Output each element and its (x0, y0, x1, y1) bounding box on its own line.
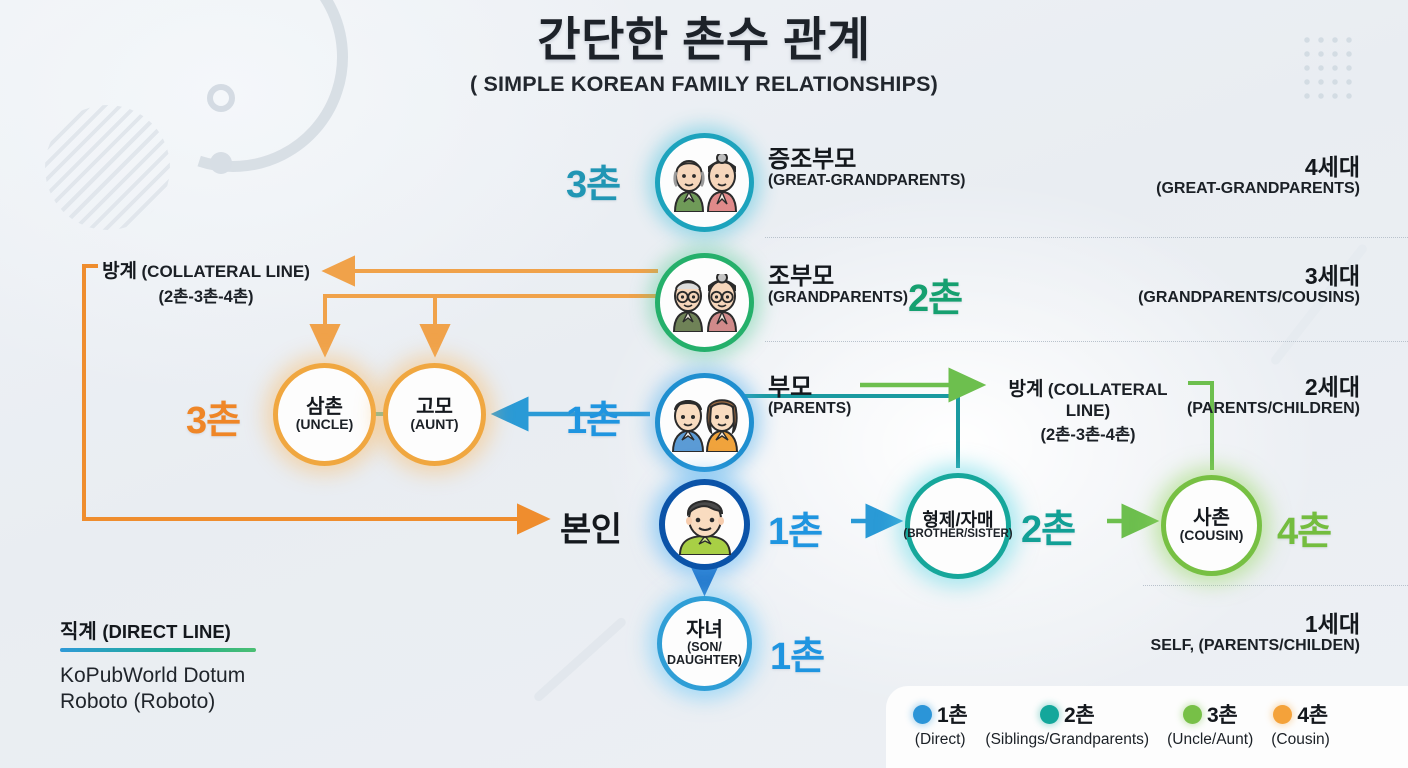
label-parents-en: (PARENTS) (768, 400, 852, 418)
degree-children: 1촌 (770, 636, 825, 678)
collateral-right-en: (COLLATERAL LINE) (1047, 380, 1168, 420)
generation-3-ko: 3세대 (1304, 263, 1360, 289)
node-uncle[interactable]: 삼촌 (UNCLE) (273, 363, 376, 466)
node-grandparents[interactable] (655, 253, 754, 352)
generation-4-ko: 4세대 (1304, 154, 1360, 180)
node-great-grandparents[interactable] (655, 133, 754, 232)
generation-label-1: 1세대 SELF, (PARENTS/CHILDEN) (1150, 611, 1360, 656)
collateral-line-right: 방계 (COLLATERAL LINE) (2촌-3촌-4촌) (988, 374, 1188, 445)
legend-degree-2: 2촌 (1064, 704, 1095, 727)
divider-gen-4-3 (765, 237, 1408, 238)
legend-desc-3: (Uncle/Aunt) (1167, 731, 1254, 748)
font-credit: KoPubWorld Dotum Roboto (Roboto) (60, 663, 256, 714)
node-sibling[interactable]: 형제/자매 (BROTHER/SISTER) (903, 473, 1013, 579)
legend-dot-icon-1 (913, 704, 932, 724)
collateral-right-ko: 방계 (1008, 379, 1044, 400)
label-grandparents-en: (GRANDPARENTS) (768, 289, 909, 307)
legend-degree-3: 3촌 (1206, 704, 1238, 727)
node-self[interactable] (659, 479, 750, 570)
collateral-right-sub: (2촌-3촌-4촌) (1040, 426, 1136, 444)
label-aunt-en: (AUNT) (410, 416, 459, 433)
legend-desc-1: (Direct) (914, 731, 966, 748)
legend-dot-icon-2 (1040, 704, 1060, 724)
legend-desc-4: (Cousin) (1271, 731, 1330, 748)
generation-4-en: (GREAT-GRANDPARENTS) (1156, 180, 1360, 198)
label-parents: 부모 (PARENTS) (768, 374, 852, 418)
generation-label-2: 2세대 (PARENTS/CHILDREN) (1186, 374, 1360, 419)
legend-item-2-top: 2촌 (1040, 699, 1095, 729)
legend-degree-1: 1촌 (937, 704, 968, 727)
generation-1-en: SELF, (PARENTS/CHILDEN) (1150, 637, 1360, 655)
direct-line-title: 직계 (DIRECT LINE) (60, 615, 256, 644)
degree-great-grandparents: 3촌 (566, 164, 621, 206)
legend-dot-icon-3 (1182, 704, 1202, 724)
label-grandparents-ko: 조부모 (768, 263, 835, 290)
collateral-left-ko: 방계 (102, 261, 138, 282)
header: 간단한 촌수 관계 ( SIMPLE KOREAN FAMILY RELATIO… (0, 14, 1408, 97)
degree-uncle-aunt: 3촌 (186, 400, 241, 442)
legend-item-4-top: 4촌 (1273, 699, 1328, 729)
label-children-en-1: (SON/ (687, 639, 722, 654)
degree-grandparents: 2촌 (908, 278, 963, 320)
generation-2-ko: 2세대 (1304, 374, 1360, 400)
legend-item-1-top: 1촌 (913, 699, 968, 729)
label-uncle-ko: 삼촌 (306, 396, 343, 419)
generation-label-3: 3세대 (GRANDPARENTS/COUSINS) (1138, 263, 1360, 308)
generation-label-4: 4세대 (GREAT-GRANDPARENTS) (1156, 154, 1360, 199)
legend-item-4[interactable]: 4촌 (Cousin) (1262, 699, 1339, 749)
legend-item-2[interactable]: 2촌 (Siblings/Grandparents) (976, 699, 1158, 749)
generation-3-en: (GRANDPARENTS/COUSINS) (1138, 289, 1360, 307)
direct-line-block: 직계 (DIRECT LINE) KoPubWorld Dotum Roboto… (60, 615, 256, 714)
node-aunt[interactable]: 고모 (AUNT) (383, 363, 486, 466)
label-great-grandparents-ko: 증조부모 (768, 146, 857, 173)
page-title: 간단한 촌수 관계 (537, 13, 871, 66)
label-cousin-ko: 사촌 (1193, 507, 1230, 530)
node-parents[interactable] (655, 373, 754, 472)
label-sibling-ko: 형제/자매 (922, 509, 994, 530)
label-self: 본인 (560, 511, 622, 549)
collateral-left-en: (COLLATERAL LINE) (141, 262, 310, 281)
label-aunt-ko: 고모 (416, 396, 453, 419)
divider-gen-3-2 (765, 341, 1408, 342)
label-parents-ko: 부모 (768, 374, 813, 401)
adult-couple-icon (667, 394, 743, 453)
direct-line-en: (DIRECT LINE) (102, 621, 231, 642)
collateral-line-left: 방계 (COLLATERAL LINE) (2촌-3촌-4촌) (100, 256, 312, 307)
font-credit-2: Roboto (Roboto) (60, 689, 216, 713)
page-subtitle: ( SIMPLE KOREAN FAMILY RELATIONSHIPS) (469, 71, 939, 96)
node-children[interactable]: 자녀 (SON/ DAUGHTER) (657, 596, 752, 691)
direct-line-rule (60, 648, 256, 652)
label-grandparents: 조부모 (GRANDPARENTS) (768, 263, 909, 307)
degree-self: 1촌 (768, 511, 823, 553)
generation-1-ko: 1세대 (1304, 611, 1360, 637)
legend-dot-icon-4 (1273, 704, 1293, 724)
node-cousin[interactable]: 사촌 (COUSIN) (1161, 475, 1262, 576)
degree-sibling: 2촌 (1021, 509, 1076, 551)
degree-cousin: 4촌 (1277, 511, 1332, 553)
legend-desc-2: (Siblings/Grandparents) (985, 731, 1150, 748)
legend-item-1[interactable]: 1촌 (Direct) (904, 699, 976, 749)
label-children-ko: 자녀 (686, 619, 723, 642)
elderly-couple-icon (666, 271, 744, 333)
legend-degree-4: 4촌 (1297, 704, 1328, 727)
degree-parents: 1촌 (566, 400, 621, 442)
divider-gen-2-1 (1143, 585, 1408, 586)
young-person-icon (674, 495, 736, 556)
collateral-left-sub: (2촌-3촌-4촌) (158, 288, 254, 306)
direct-line-ko: 직계 (60, 621, 97, 643)
label-sibling-en: (BROTHER/SISTER) (903, 528, 1013, 541)
legend-item-3[interactable]: 3촌 (Uncle/Aunt) (1158, 699, 1262, 749)
elderly-couple-icon (667, 151, 743, 213)
legend: 1촌 (Direct) 2촌 (Siblings/Grandparents) 3… (886, 686, 1408, 768)
generation-2-en: (PARENTS/CHILDREN) (1186, 400, 1360, 418)
font-credit-1: KoPubWorld Dotum (60, 664, 246, 687)
label-cousin-en: (COUSIN) (1179, 527, 1244, 544)
label-uncle-en: (UNCLE) (295, 416, 354, 433)
label-great-grandparents: 증조부모 (GREAT-GRANDPARENTS) (768, 146, 966, 190)
label-great-grandparents-en: (GREAT-GRANDPARENTS) (768, 172, 966, 190)
label-children-en-2: DAUGHTER) (667, 652, 742, 667)
legend-item-3-top: 3촌 (1182, 699, 1238, 729)
